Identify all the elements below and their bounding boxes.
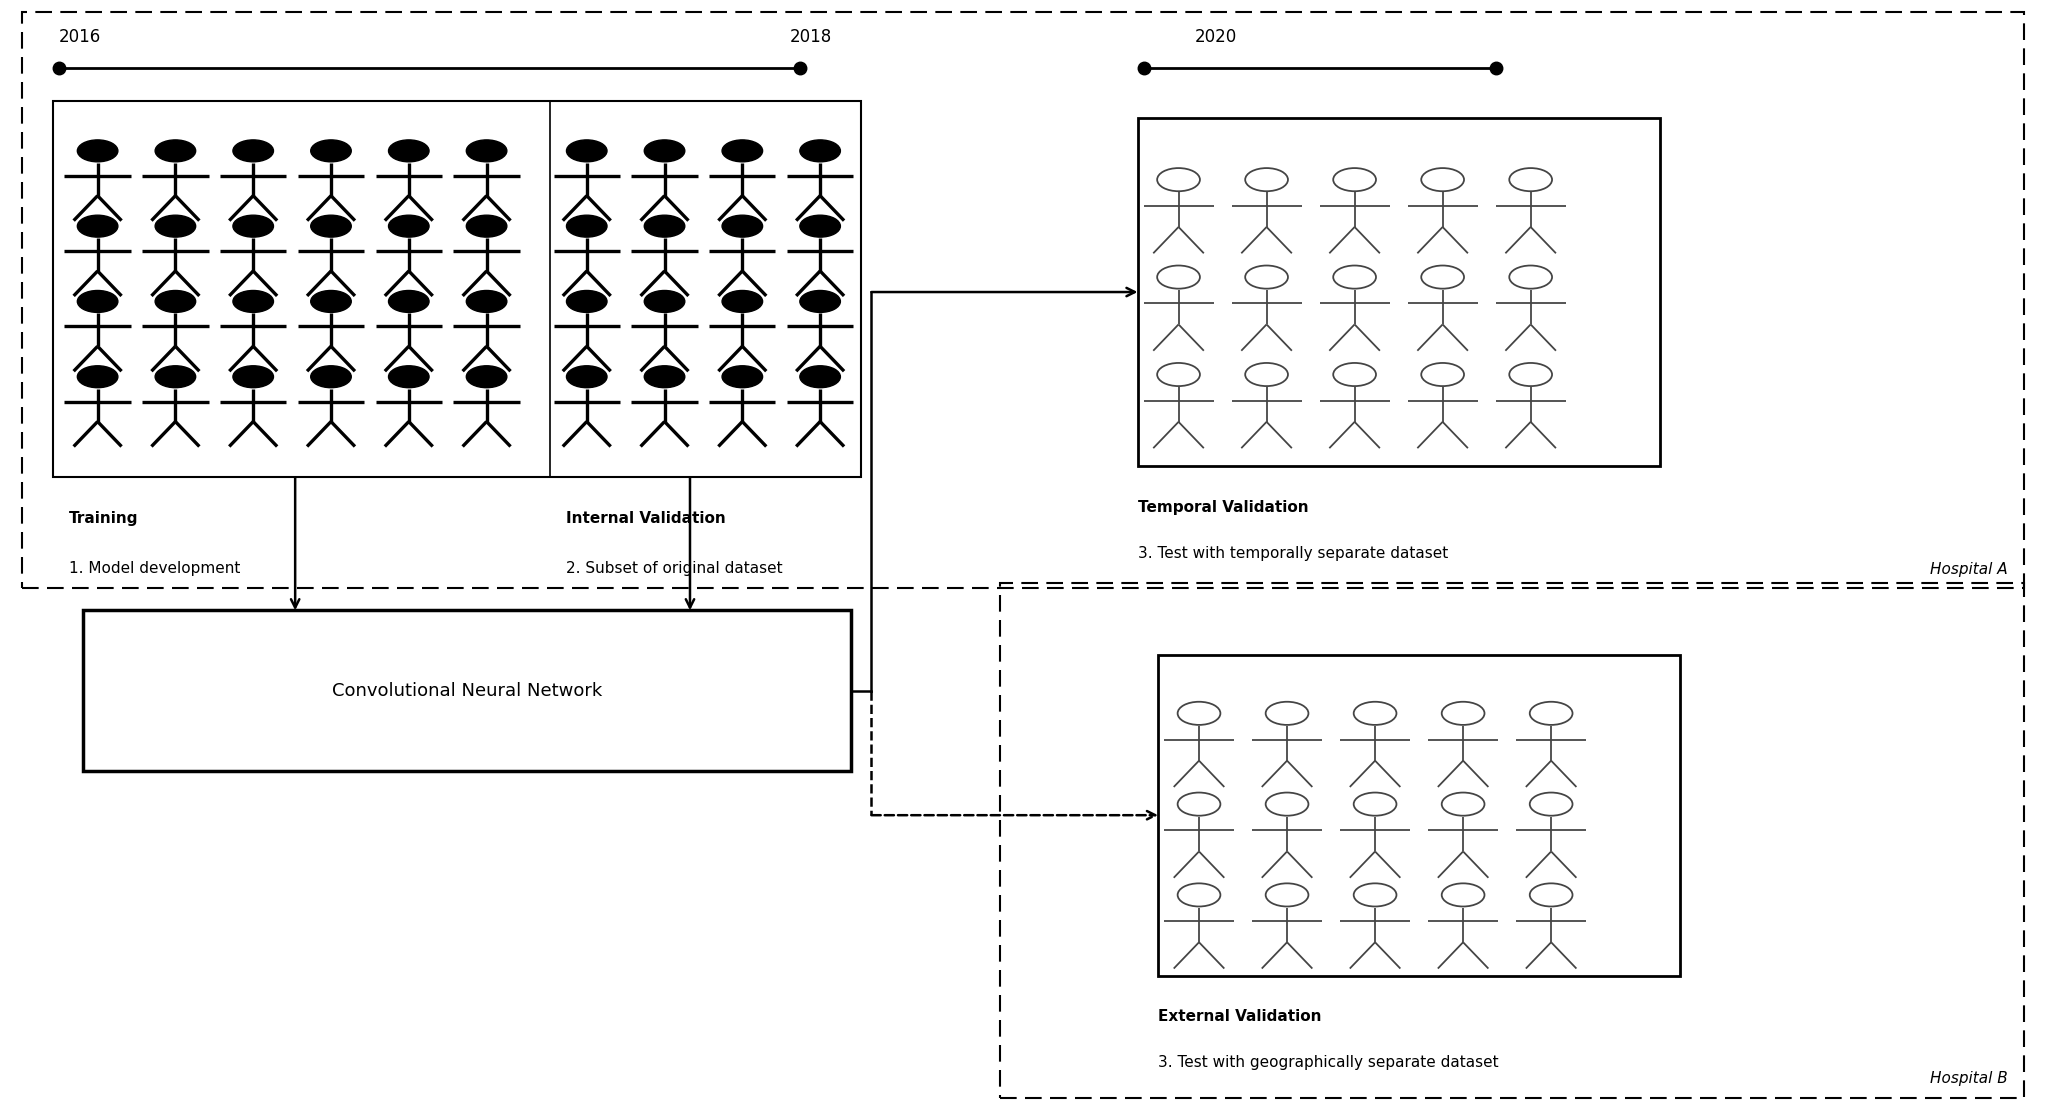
Text: Convolutional Neural Network: Convolutional Neural Network	[332, 682, 603, 699]
Text: External Validation: External Validation	[1158, 1009, 1322, 1023]
Circle shape	[800, 140, 840, 162]
Circle shape	[156, 215, 195, 238]
Text: 3. Test with geographically separate dataset: 3. Test with geographically separate dat…	[1158, 1056, 1499, 1070]
Text: 3. Test with temporally separate dataset: 3. Test with temporally separate dataset	[1138, 546, 1447, 562]
Circle shape	[566, 291, 607, 312]
Text: 2016: 2016	[59, 28, 100, 46]
Text: 1. Model development: 1. Model development	[70, 561, 240, 576]
Circle shape	[644, 291, 685, 312]
Text: Hospital B: Hospital B	[1929, 1071, 2007, 1087]
Text: 2020: 2020	[1195, 28, 1236, 46]
Circle shape	[78, 140, 119, 162]
Circle shape	[156, 291, 195, 312]
Circle shape	[722, 366, 763, 387]
Circle shape	[465, 215, 506, 238]
Text: 2. Subset of original dataset: 2. Subset of original dataset	[566, 561, 783, 576]
Text: Temporal Validation: Temporal Validation	[1138, 500, 1308, 515]
Circle shape	[312, 366, 351, 387]
Circle shape	[800, 291, 840, 312]
Bar	[1000, 583, 2023, 1098]
Circle shape	[312, 140, 351, 162]
Circle shape	[644, 366, 685, 387]
Circle shape	[800, 366, 840, 387]
Circle shape	[78, 291, 119, 312]
Circle shape	[465, 291, 506, 312]
Circle shape	[390, 140, 428, 162]
Circle shape	[312, 291, 351, 312]
Circle shape	[234, 140, 273, 162]
Bar	[23, 12, 2023, 588]
Text: Internal Validation: Internal Validation	[566, 511, 726, 526]
Text: 2018: 2018	[789, 28, 832, 46]
Circle shape	[234, 291, 273, 312]
Circle shape	[644, 215, 685, 238]
Circle shape	[800, 215, 840, 238]
Circle shape	[156, 366, 195, 387]
Bar	[1158, 655, 1681, 976]
Bar	[84, 610, 851, 771]
Circle shape	[722, 291, 763, 312]
Circle shape	[566, 366, 607, 387]
Circle shape	[78, 215, 119, 238]
Circle shape	[234, 215, 273, 238]
Circle shape	[390, 366, 428, 387]
Circle shape	[465, 366, 506, 387]
Bar	[53, 101, 861, 477]
Circle shape	[566, 140, 607, 162]
Circle shape	[566, 215, 607, 238]
Circle shape	[722, 215, 763, 238]
Circle shape	[465, 140, 506, 162]
Circle shape	[390, 215, 428, 238]
Circle shape	[156, 140, 195, 162]
Circle shape	[722, 140, 763, 162]
Circle shape	[390, 291, 428, 312]
Circle shape	[234, 366, 273, 387]
Circle shape	[78, 366, 119, 387]
Text: Training: Training	[70, 511, 139, 526]
Circle shape	[312, 215, 351, 238]
Text: Hospital A: Hospital A	[1929, 562, 2007, 577]
Bar	[1138, 118, 1660, 466]
Circle shape	[644, 140, 685, 162]
